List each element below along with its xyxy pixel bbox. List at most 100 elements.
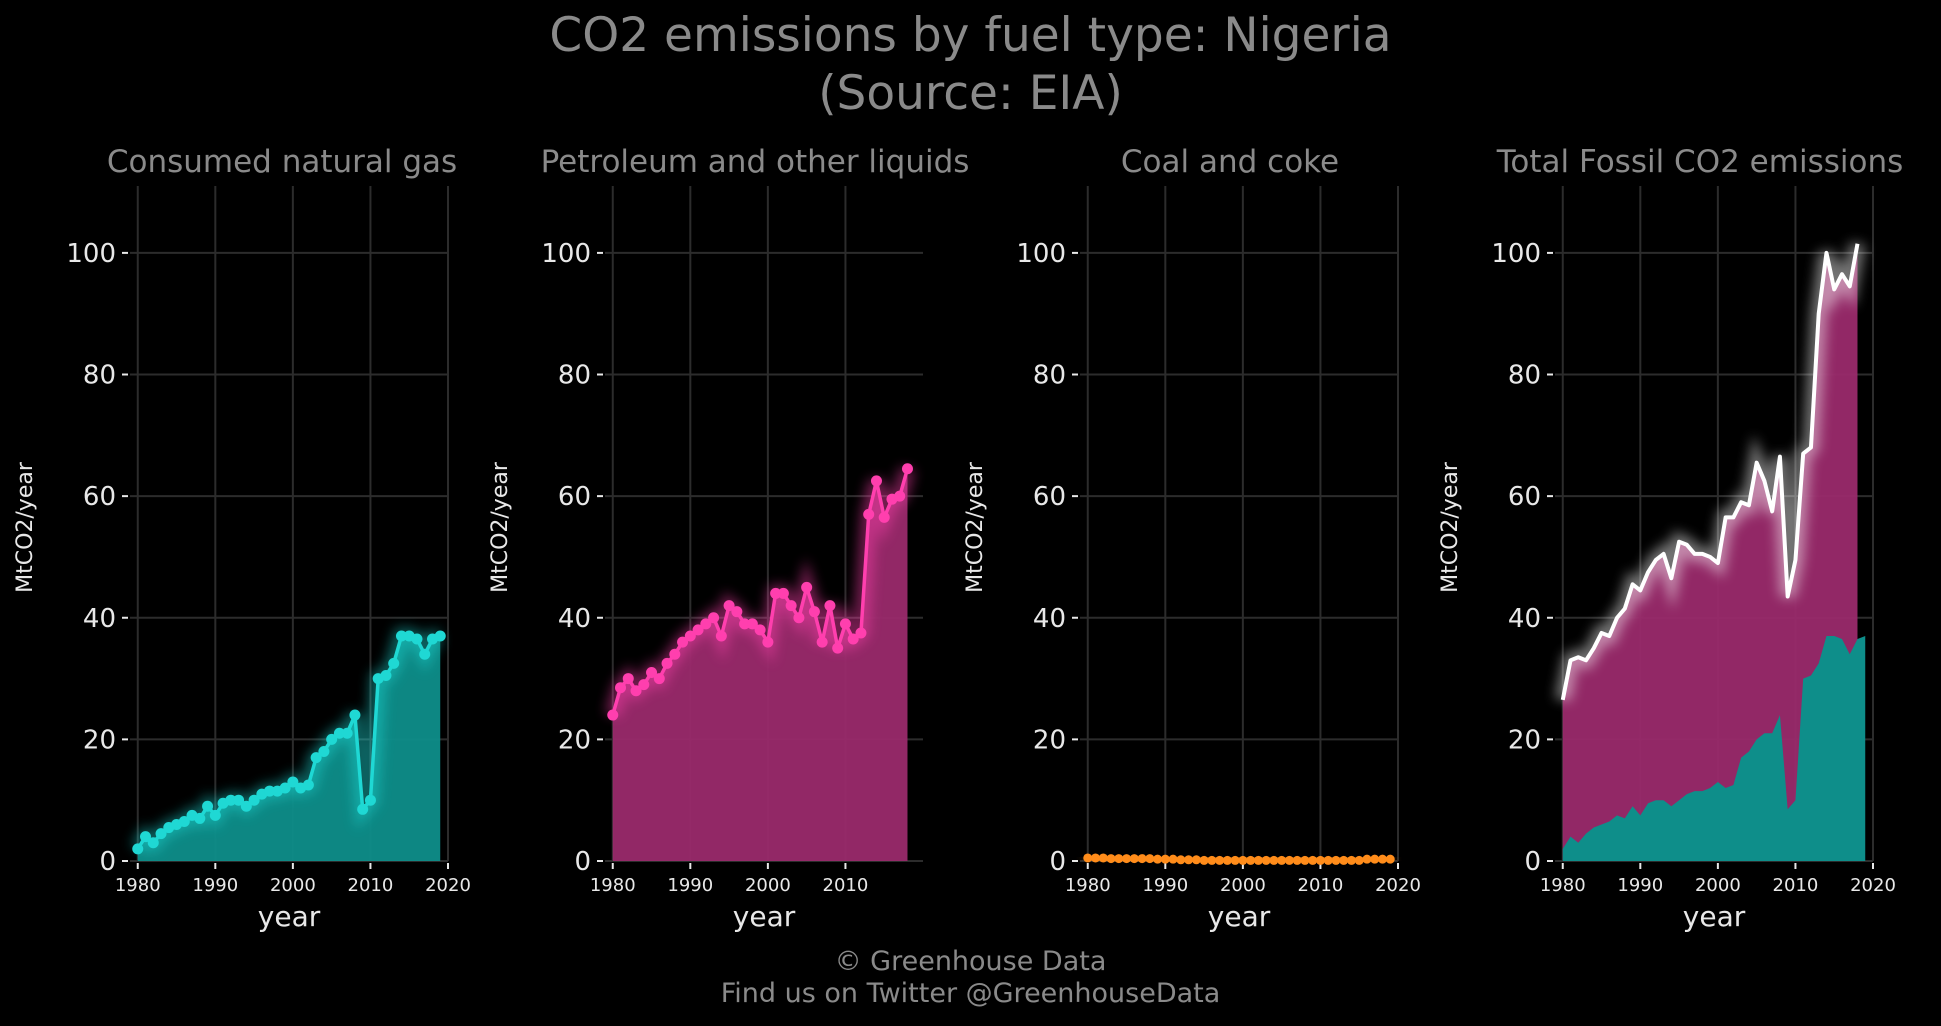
data-point (341, 727, 353, 739)
y-axis-label: MtCO2/year (488, 461, 513, 593)
x-tick-label: 1990 (667, 875, 713, 896)
chart-title: CO2 emissions by fuel type: Nigeria (549, 8, 1392, 63)
data-point (1277, 855, 1287, 865)
data-point (233, 794, 245, 806)
data-point (731, 606, 743, 618)
x-tick-label: 1980 (1540, 875, 1586, 896)
data-point (1122, 854, 1132, 864)
data-point (279, 782, 291, 794)
y-tick-label: 0 (1524, 847, 1541, 877)
data-point (419, 648, 431, 660)
data-point (1377, 854, 1387, 864)
y-tick-label: 100 (1491, 239, 1541, 269)
data-point (147, 837, 159, 849)
data-point (1362, 854, 1372, 864)
data-point (1300, 855, 1310, 865)
panel-3: Coal and coke 0 20 40 60 80 100 1980 1990 2000 201… (963, 144, 1421, 933)
data-point (1370, 854, 1380, 864)
data-point (878, 511, 890, 523)
data-point (638, 679, 650, 691)
data-point (847, 633, 859, 645)
data-point (349, 709, 361, 721)
data-point (178, 815, 190, 827)
data-point (1385, 854, 1395, 864)
data-point (653, 673, 665, 685)
y-tick-label: 100 (66, 239, 116, 269)
x-tick-label: 1990 (1617, 875, 1663, 896)
data-point (1339, 855, 1349, 865)
data-point (1222, 855, 1232, 865)
data-point (1168, 854, 1178, 864)
x-tick-label: 2000 (1220, 875, 1266, 896)
x-tick-label: 2020 (1850, 875, 1896, 896)
panel-title: Petroleum and other liquids (541, 144, 970, 180)
data-point (1261, 855, 1271, 865)
chart-subtitle: (Source: EIA) (818, 66, 1123, 121)
data-point (692, 624, 704, 636)
data-point (1269, 855, 1279, 865)
y-tick-label: 80 (1508, 361, 1541, 391)
y-tick-label: 60 (83, 482, 116, 512)
data-point (1207, 855, 1217, 865)
data-point (202, 800, 214, 812)
y-tick-label: 60 (1508, 482, 1541, 512)
panel-title: Consumed natural gas (107, 144, 457, 180)
total-petroleum-area (1562, 243, 1858, 861)
x-tick-label: 1990 (192, 875, 238, 896)
footer-twitter: Find us on Twitter @GreenhouseData (720, 978, 1221, 1009)
data-point (194, 812, 206, 824)
x-tick-label: 2010 (823, 875, 869, 896)
y-tick-label: 40 (1033, 604, 1066, 634)
x-tick-label: 1980 (115, 875, 161, 896)
y-tick-label: 20 (83, 725, 116, 755)
y-tick-label: 60 (558, 482, 591, 512)
data-point (816, 636, 828, 648)
data-point (1253, 855, 1263, 865)
y-tick-label: 40 (558, 604, 591, 634)
data-point (870, 475, 882, 487)
y-axis-label: MtCO2/year (13, 461, 38, 593)
data-point (661, 657, 673, 669)
y-tick-label: 80 (83, 361, 116, 391)
data-point (677, 636, 689, 648)
data-point (1176, 855, 1186, 865)
total-gas-area (1562, 636, 1866, 861)
data-point (839, 618, 851, 630)
data-point (1238, 855, 1248, 865)
data-point (684, 630, 696, 642)
data-point (1114, 854, 1124, 864)
footer-copyright: © Greenhouse Data (834, 946, 1107, 977)
y-tick-label: 80 (1033, 361, 1066, 391)
data-point (1215, 855, 1225, 865)
data-point (326, 733, 338, 745)
series-line (1560, 243, 1860, 701)
panel-title: Total Fossil CO2 emissions (1496, 144, 1904, 180)
data-point (132, 843, 144, 855)
data-point (333, 727, 345, 739)
data-point (607, 709, 619, 721)
data-point (1331, 855, 1341, 865)
y-tick-label: 100 (541, 239, 591, 269)
panel-2: Petroleum and other liquids 0 20 40 60 80 100 1… (488, 144, 969, 933)
data-point (380, 670, 392, 682)
data-point (1292, 855, 1302, 865)
x-tick-label: 2010 (348, 875, 394, 896)
data-point (754, 624, 766, 636)
data-point (155, 828, 167, 840)
data-point (395, 630, 407, 642)
data-point (715, 630, 727, 642)
data-point (669, 648, 681, 660)
data-point (824, 600, 836, 612)
data-point (894, 490, 906, 502)
x-axis-label: year (1683, 900, 1746, 933)
y-tick-label: 0 (574, 847, 591, 877)
data-point (746, 618, 758, 630)
data-point (646, 666, 658, 678)
data-point (434, 630, 446, 642)
data-point (801, 581, 813, 593)
data-point (762, 636, 774, 648)
data-point (1145, 854, 1155, 864)
y-tick-label: 40 (1508, 604, 1541, 634)
y-axis-label: MtCO2/year (963, 461, 988, 593)
data-point (1098, 853, 1108, 863)
